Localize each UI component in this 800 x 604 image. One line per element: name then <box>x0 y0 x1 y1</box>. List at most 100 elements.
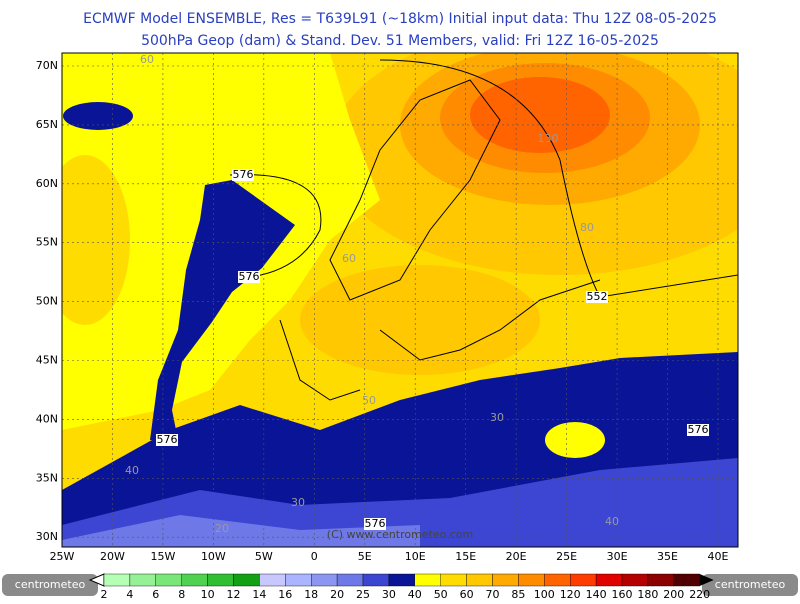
stddev-label: 40 <box>125 464 139 477</box>
lat-label: 30N <box>36 530 58 543</box>
colorbar-label: 4 <box>126 588 133 600</box>
lon-label: 20W <box>100 550 125 563</box>
colorbar-label: 50 <box>434 588 448 600</box>
lat-label: 55N <box>36 236 58 249</box>
colorbar-label: 160 <box>612 588 633 600</box>
contour-label-box <box>232 169 254 181</box>
colorbar-label: 18 <box>304 588 318 600</box>
map-field <box>62 53 738 547</box>
colorbar-box <box>673 573 700 587</box>
colorbar-box <box>440 573 467 587</box>
colorbar-box <box>518 573 545 587</box>
colorbar-label: 2 <box>101 588 108 600</box>
lon-label: 15E <box>455 550 476 563</box>
colorbar-box <box>259 573 286 587</box>
colorbar-box <box>336 573 364 587</box>
lon-label: 20E <box>506 550 527 563</box>
lon-label: 15W <box>150 550 175 563</box>
colorbar-label: 60 <box>460 588 474 600</box>
colorbar-label: 14 <box>252 588 266 600</box>
lat-label: 35N <box>36 471 58 484</box>
colorbar-box <box>570 573 597 587</box>
lon-label: 10E <box>405 550 426 563</box>
colorbar-label: 140 <box>586 588 607 600</box>
contour-label-box <box>586 291 608 303</box>
lon-label: 40E <box>708 550 729 563</box>
colorbar-box <box>647 573 675 587</box>
contour-label: 576 <box>157 433 178 446</box>
colorbar-label: 200 <box>663 588 684 600</box>
colorbar-box <box>388 573 415 587</box>
lat-label: 65N <box>36 118 58 131</box>
logo-right-text: centrometeo <box>715 578 786 591</box>
lat-label: 50N <box>36 295 58 308</box>
contour-label: 576 <box>688 423 709 436</box>
lat-label: 70N <box>36 59 58 72</box>
colorbar-label: 70 <box>486 588 500 600</box>
contour-label: 576 <box>365 517 386 530</box>
lat-label: 45N <box>36 354 58 367</box>
contour-label-box <box>156 434 178 446</box>
lon-label: 30E <box>607 550 628 563</box>
lon-label: 5E <box>358 550 372 563</box>
stddev-label: 40 <box>605 515 619 528</box>
colorbar-label: 20 <box>330 588 344 600</box>
colorbar-label: 30 <box>382 588 396 600</box>
colorbar-box <box>492 573 519 587</box>
colorbar-label: 12 <box>227 588 241 600</box>
colorbar-box <box>466 573 493 587</box>
copyright: (C) www.centrometeo.com <box>327 528 473 541</box>
colorbar-box <box>595 573 623 587</box>
logo-right <box>702 574 798 596</box>
map-frame <box>61 52 739 548</box>
colorbar-box <box>621 573 649 587</box>
colorbar-label: 85 <box>511 588 525 600</box>
colorbar-label: 220 <box>689 588 710 600</box>
colorbar-box <box>285 573 312 587</box>
colorbar-label: 16 <box>278 588 292 600</box>
logo-left <box>2 574 98 596</box>
lon-label: 5W <box>255 550 273 563</box>
colorbar-arrow-right <box>699 574 714 586</box>
colorbar-label: 180 <box>637 588 658 600</box>
colorbar-box <box>129 573 156 587</box>
lon-label: 0 <box>311 550 318 563</box>
colorbar-box <box>103 573 131 587</box>
contour-label-box <box>364 518 386 530</box>
contour-label: 576 <box>239 270 260 283</box>
contour-label-box <box>238 271 260 283</box>
lat-label: 40N <box>36 412 58 425</box>
colorbar-box <box>181 573 208 587</box>
colorbar-label: 40 <box>408 588 422 600</box>
colorbar-box <box>414 573 441 587</box>
stddev-label: 80 <box>580 221 594 234</box>
lon-label: 35E <box>657 550 678 563</box>
colorbar-box <box>362 573 390 587</box>
stddev-label: 130 <box>538 132 559 145</box>
header-line2: 500hPa Geop (dam) & Stand. Dev. 51 Membe… <box>141 33 659 49</box>
colorbar-box <box>233 573 260 587</box>
contour-label: 576 <box>233 168 254 181</box>
lon-label: 10W <box>201 550 226 563</box>
stddev-label: 20 <box>215 522 229 535</box>
lon-label: 25E <box>556 550 577 563</box>
stddev-label: 60 <box>342 252 356 265</box>
logo-left-text: centrometeo <box>15 578 86 591</box>
colorbar-label: 10 <box>201 588 215 600</box>
colorbar-box <box>155 573 182 587</box>
header-line1: ECMWF Model ENSEMBLE, Res = T639L91 (~18… <box>83 11 717 27</box>
colorbar-box <box>311 573 338 587</box>
colorbar-box <box>207 573 234 587</box>
lon-label: 25W <box>50 550 75 563</box>
stddev-label: 50 <box>362 394 376 407</box>
colorbar-label: 120 <box>560 588 581 600</box>
stddev-label: 60 <box>140 53 154 66</box>
contour-label-box <box>687 424 709 436</box>
contour-label: 552 <box>587 290 608 303</box>
stddev-label: 30 <box>490 411 504 424</box>
colorbar-label: 8 <box>178 588 185 600</box>
colorbar-label: 6 <box>152 588 159 600</box>
colorbar-box <box>544 573 571 587</box>
colorbar-label: 100 <box>534 588 555 600</box>
